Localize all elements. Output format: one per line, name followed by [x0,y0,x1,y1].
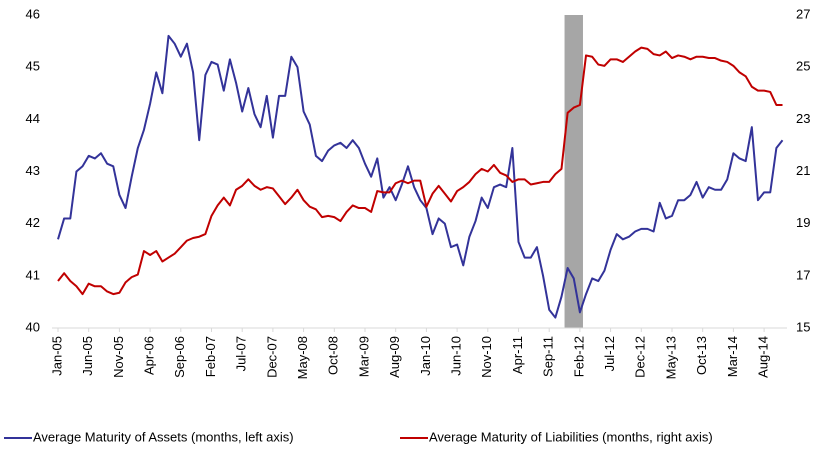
x-tick-label: Jun-10 [449,336,464,376]
y-tick-label: 43 [26,163,40,178]
y2-tick-label: 17 [796,267,810,282]
y2-tick-label: 15 [796,319,810,334]
x-tick-label: Sep-11 [541,336,556,377]
y-tick-label: 44 [26,111,40,126]
x-tick-label: Jul-07 [234,336,249,371]
x-tick-label: Sep-06 [172,336,187,378]
x-tick-label: Nov-05 [111,336,126,378]
legend-label: Average Maturity of Assets (months, left… [33,429,294,444]
x-tick-label: Mar-09 [356,336,371,377]
y2-tick-label: 19 [796,215,810,230]
x-tick-label: May-08 [295,336,310,379]
y-tick-label: 45 [26,59,40,74]
x-tick-label: Feb-07 [203,336,218,377]
x-tick-label: Apr-06 [142,336,157,375]
y2-tick-label: 25 [796,59,810,74]
x-tick-label: Aug-09 [387,336,402,378]
x-tick-label: Oct-08 [326,336,341,375]
y-tick-label: 46 [26,6,40,21]
y-tick-label: 41 [26,267,40,282]
y2-tick-label: 27 [796,6,810,21]
x-tick-label: Jan-10 [418,336,433,376]
x-tick-label: Oct-13 [694,336,709,375]
x-tick-label: Mar-14 [725,336,740,377]
y2-tick-label: 21 [796,163,810,178]
legend-label: Average Maturity of Liabilities (months,… [429,429,713,444]
shaded-period [564,15,583,328]
x-tick-label: Dec-12 [633,336,648,378]
x-tick-label: Aug-14 [756,336,771,378]
x-tick-label: Feb-12 [571,336,586,377]
y-tick-label: 40 [26,319,40,334]
x-tick-label: Apr-11 [510,336,525,374]
x-tick-label: Jul-12 [602,336,617,371]
series-line [57,34,784,319]
series-line [57,46,783,296]
y2-tick-label: 23 [796,111,810,126]
x-tick-label: Nov-10 [479,336,494,378]
x-tick-label: Jan-05 [49,336,64,376]
x-tick-label: Jun-05 [80,336,95,376]
x-tick-label: Dec-07 [264,336,279,378]
x-tick-label: May-13 [663,336,678,379]
y-tick-label: 42 [26,215,40,230]
